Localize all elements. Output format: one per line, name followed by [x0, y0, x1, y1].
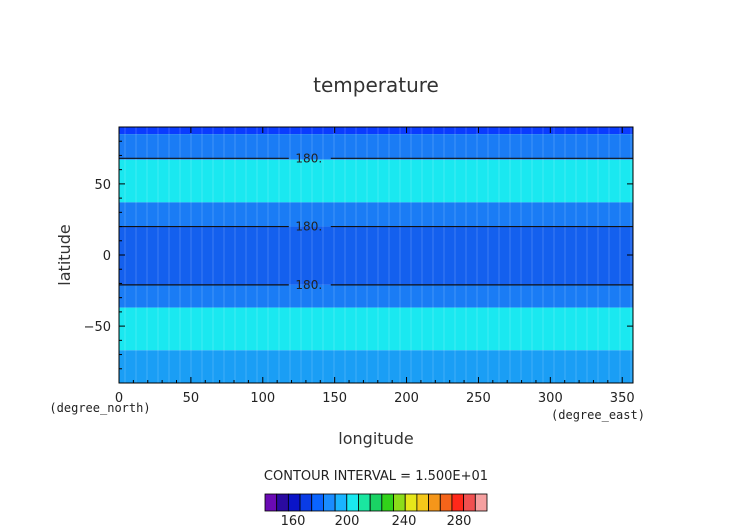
colorbar-cell — [323, 493, 336, 512]
colorbar-cell — [393, 493, 406, 512]
x-tick-label: 300 — [538, 391, 563, 406]
x-axis-unit: (degree_east) — [551, 408, 645, 422]
colorbar-cell — [474, 493, 488, 512]
colorbar-cell — [369, 493, 383, 512]
contour-label: 180. — [295, 278, 322, 292]
x-tick-label: 150 — [322, 391, 347, 406]
x-tick-label: 50 — [183, 391, 200, 406]
colorbar-cell — [439, 493, 453, 512]
colorbar-cell — [416, 493, 429, 512]
plot-area: 180. 180. 180. — [118, 126, 634, 384]
y-axis-ticks: −50 0 50 — [84, 140, 633, 370]
y-tick-label: −50 — [84, 320, 111, 335]
colorbar-cell — [311, 493, 324, 512]
x-tick-label: 250 — [466, 391, 491, 406]
y-tick-label: 0 — [103, 249, 111, 264]
x-axis-label: longitude — [338, 429, 413, 448]
colorbar-label: 160 — [281, 514, 306, 529]
x-tick-label: 200 — [394, 391, 419, 406]
grid-streaks — [124, 127, 632, 383]
colorbar: 160 200 240 280 — [264, 493, 488, 529]
contour-band — [119, 202, 633, 227]
x-tick-label: 100 — [250, 391, 275, 406]
colorbar-cell — [463, 493, 476, 512]
contour-band — [119, 350, 633, 383]
contour-band — [119, 307, 633, 351]
y-axis-unit: (degree_north) — [49, 401, 150, 415]
colorbar-cell — [404, 493, 418, 512]
y-axis-label: latitude — [55, 224, 74, 285]
x-axis-ticks: 0 50 100 150 200 250 300 350 — [115, 127, 635, 406]
contour-interval-text: CONTOUR INTERVAL = 1.500E+01 — [264, 469, 488, 484]
colorbar-cell — [334, 493, 348, 512]
colorbar-cell — [381, 493, 394, 512]
contour-band — [119, 134, 633, 160]
colorbar-cell — [346, 493, 359, 512]
contour-lines: 180. 180. 180. — [119, 151, 633, 292]
colorbar-label: 200 — [335, 514, 360, 529]
contour-bands — [119, 127, 633, 383]
contour-label: 180. — [295, 220, 322, 234]
chart-title: temperature — [313, 73, 439, 97]
contour-band — [119, 284, 633, 308]
x-tick-label: 350 — [610, 391, 635, 406]
colorbar-cell — [358, 493, 371, 512]
contour-band — [119, 226, 633, 285]
contour-band — [119, 159, 633, 203]
colorbar-cell — [428, 493, 441, 512]
colorbar-labels: 160 200 240 280 — [281, 514, 472, 529]
colorbar-cell — [287, 493, 301, 512]
colorbar-cells — [264, 493, 488, 512]
x-tick-label: 0 — [115, 391, 123, 406]
colorbar-label: 240 — [392, 514, 417, 529]
colorbar-cell — [451, 493, 465, 512]
contour-band — [119, 127, 633, 135]
colorbar-label: 280 — [447, 514, 472, 529]
contour-label: 180. — [295, 151, 322, 165]
colorbar-cell — [276, 493, 289, 512]
y-tick-label: 50 — [94, 178, 111, 193]
colorbar-cell — [264, 493, 278, 512]
colorbar-cell — [299, 493, 313, 512]
